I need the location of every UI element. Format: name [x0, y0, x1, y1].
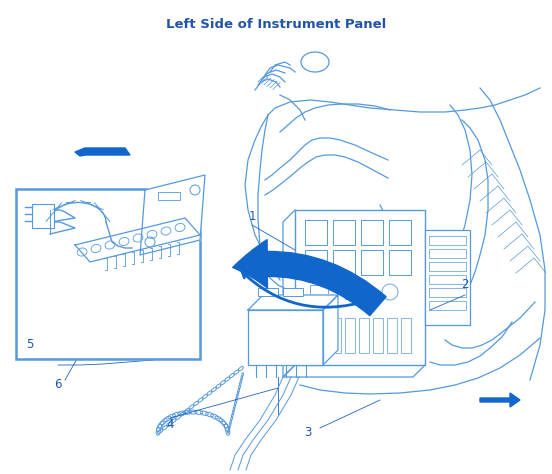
Bar	[310, 285, 328, 299]
Bar	[359, 318, 369, 353]
Text: 4: 4	[166, 419, 174, 431]
Polygon shape	[140, 175, 205, 255]
Text: 3: 3	[304, 426, 312, 438]
Bar	[305, 220, 327, 245]
Bar	[283, 288, 303, 296]
Bar	[158, 192, 180, 200]
Bar	[429, 262, 466, 271]
Polygon shape	[75, 148, 85, 156]
Bar	[32, 204, 54, 228]
Bar	[429, 275, 466, 284]
Bar	[361, 250, 383, 275]
Bar	[248, 310, 323, 365]
Text: 6: 6	[54, 379, 62, 392]
Bar	[331, 318, 341, 353]
Polygon shape	[75, 218, 200, 262]
Bar	[16, 189, 200, 359]
Bar	[429, 288, 466, 297]
Bar	[387, 318, 397, 353]
Bar	[317, 318, 327, 353]
Bar	[389, 220, 411, 245]
Text: 5: 5	[26, 338, 34, 352]
Text: 1: 1	[248, 210, 256, 222]
Polygon shape	[85, 148, 130, 155]
Text: 2: 2	[461, 279, 469, 292]
Text: Left Side of Instrument Panel: Left Side of Instrument Panel	[166, 18, 386, 31]
Bar	[145, 328, 163, 342]
Bar	[429, 249, 466, 258]
Bar	[373, 318, 383, 353]
Bar	[258, 288, 278, 296]
FancyArrowPatch shape	[233, 240, 386, 316]
Bar	[333, 220, 355, 245]
Bar	[401, 318, 411, 353]
Bar	[303, 318, 313, 353]
Bar	[305, 250, 327, 275]
Bar	[389, 250, 411, 275]
Bar	[425, 230, 470, 325]
Bar	[295, 210, 425, 365]
Polygon shape	[248, 295, 338, 310]
Polygon shape	[480, 393, 520, 407]
Bar	[429, 301, 466, 310]
Bar	[429, 236, 466, 245]
Bar	[361, 220, 383, 245]
Bar	[345, 285, 363, 299]
Bar	[333, 250, 355, 275]
Polygon shape	[323, 295, 338, 365]
Bar	[345, 318, 355, 353]
